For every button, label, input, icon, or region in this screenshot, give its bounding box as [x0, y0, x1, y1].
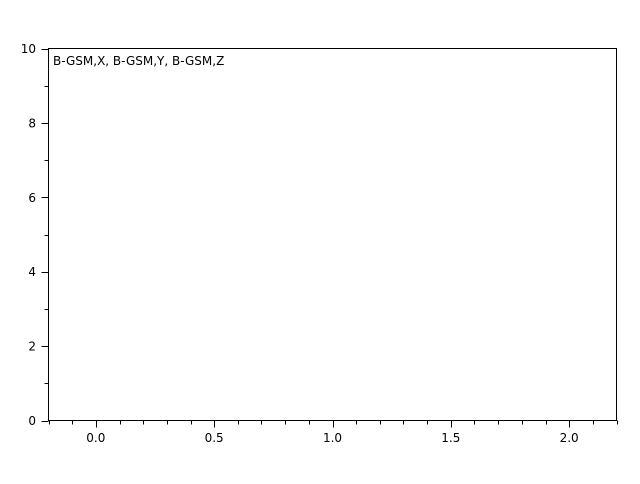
plot-frame [48, 48, 617, 421]
x-tick-label: 1.5 [441, 431, 460, 445]
y-tick-label: 4 [28, 265, 36, 279]
y-tick-label: 10 [21, 42, 36, 56]
x-tick-label: 2.0 [560, 431, 579, 445]
y-tick-label: 8 [28, 116, 36, 130]
x-tick-label: 1.0 [323, 431, 342, 445]
x-tick-label: 0.5 [205, 431, 224, 445]
axis-ticks: 0.0 0.5 1.0 1.5 2.0 0 2 4 6 8 10 [21, 42, 618, 445]
legend-label: B-GSM,X, B-GSM,Y, B-GSM,Z [53, 54, 224, 68]
y-tick-label: 6 [28, 191, 36, 205]
y-tick-label: 2 [28, 340, 36, 354]
y-tick-label: 0 [28, 414, 36, 428]
x-tick-label: 0.0 [86, 431, 105, 445]
